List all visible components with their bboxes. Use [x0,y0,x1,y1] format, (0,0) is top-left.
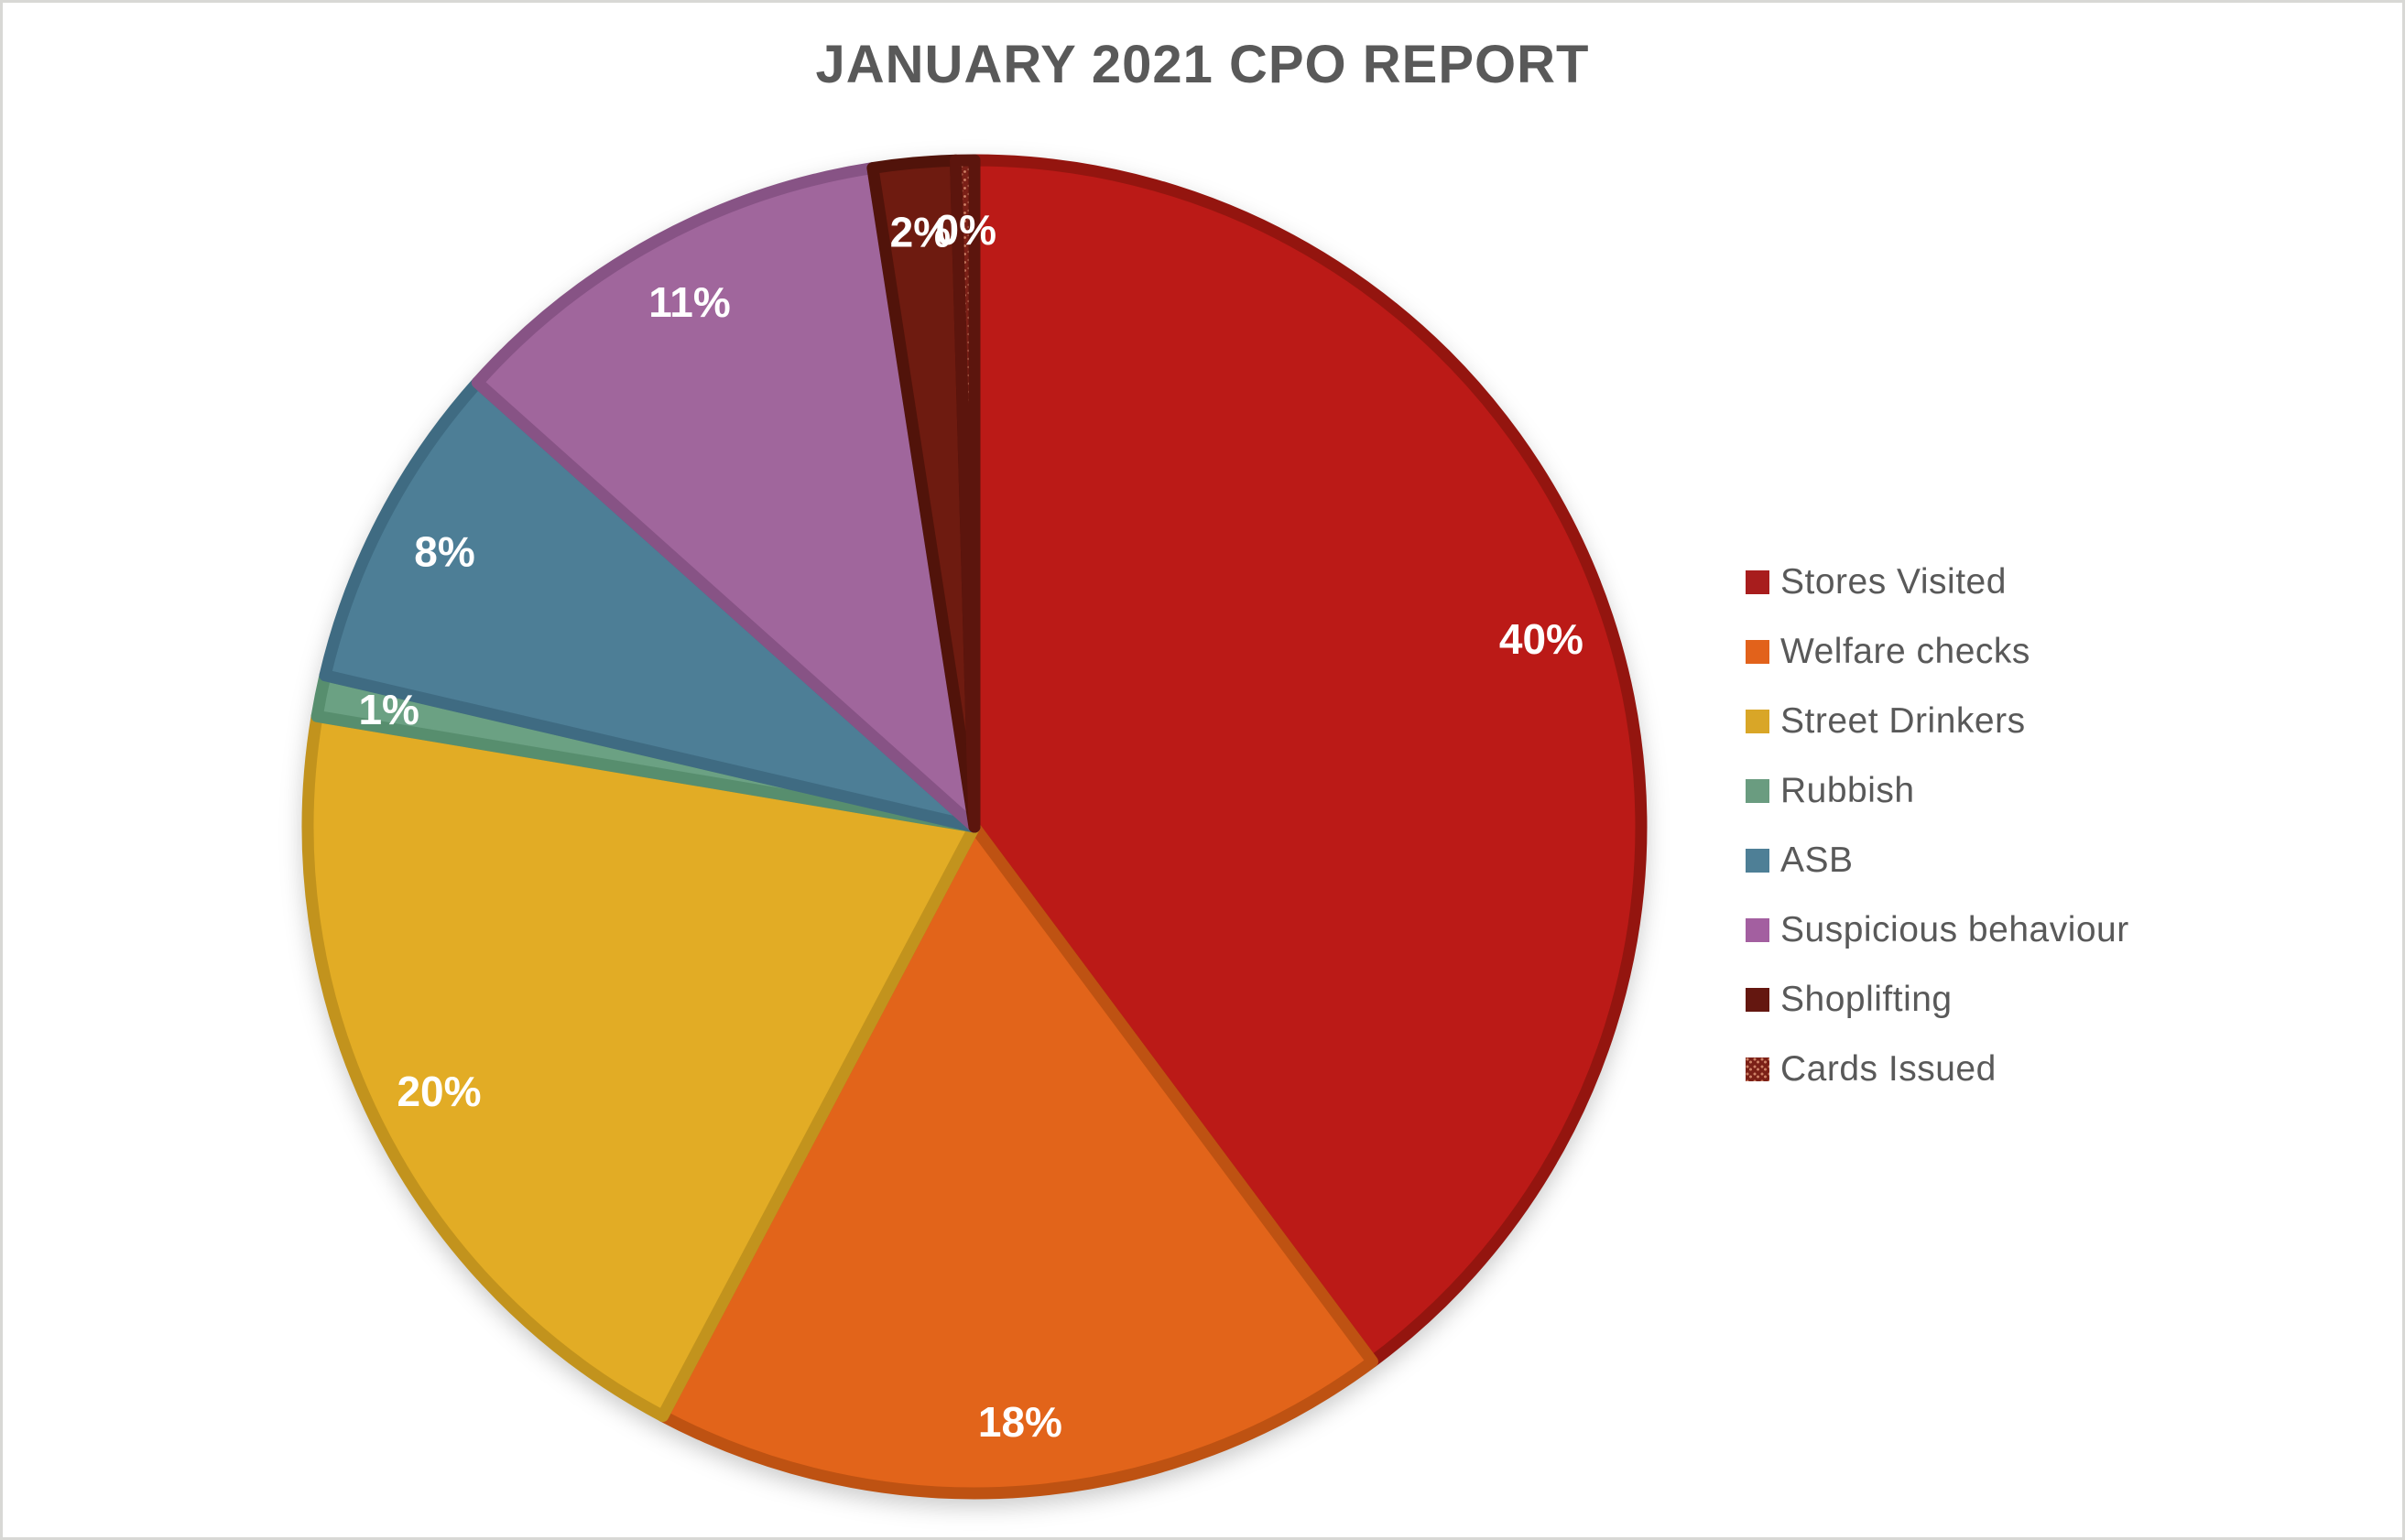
slice-label-shoplifting: 2% [890,209,951,256]
legend-item-suspicious-behaviour: Suspicious behaviour [1746,895,2129,965]
slice-label-asb: 8% [414,527,474,575]
legend-label-welfare-checks: Welfare checks [1780,632,2030,671]
legend-swatch-street-drinkers [1746,710,1769,733]
legend-item-welfare-checks: Welfare checks [1746,617,2129,687]
legend-label-asb: ASB [1780,840,1854,880]
pie-slice-asb [319,376,981,833]
legend-item-street-drinkers: Street Drinkers [1746,687,2129,756]
legend-label-street-drinkers: Street Drinkers [1780,701,2026,741]
slice-label-stores-visited: 40% [1499,615,1583,663]
legend-swatch-suspicious-behaviour [1746,918,1769,942]
pie-slices-group [301,154,1648,1500]
legend-label-cards-issued: Cards Issued [1780,1049,1997,1089]
legend-item-rubbish: Rubbish [1746,756,2129,826]
slice-label-welfare-checks: 18% [978,1398,1062,1446]
legend-item-stores-visited: Stores Visited [1746,548,2129,617]
legend-swatch-shoplifting [1746,988,1769,1012]
pie-chart: 40% 18% 20% 1% 8% 11% 2%0% [301,154,1648,1500]
legend-swatch-rubbish [1746,779,1769,803]
legend-label-suspicious-behaviour: Suspicious behaviour [1780,910,2129,949]
legend-label-rubbish: Rubbish [1780,771,1915,810]
pie-slice-cards-issued [950,154,981,833]
legend-label-stores-visited: Stores Visited [1780,562,2007,602]
slice-label-street-drinkers: 20% [397,1068,481,1115]
pie-slice-suspicious-behaviour [471,162,981,833]
pie-slice-stores-visited [968,154,1648,1368]
pie-slice-street-drinkers [301,710,981,1423]
legend-item-asb: ASB [1746,826,2129,895]
legend-item-shoplifting: Shoplifting [1746,965,2129,1035]
legend: Stores Visited Welfare checks Street Drink… [1746,548,2129,1104]
pie-slice-welfare-checks [657,820,1378,1500]
legend-swatch-stores-visited [1746,570,1769,594]
legend-swatch-asb [1746,849,1769,873]
slice-label-suspicious-behaviour: 11% [648,278,731,326]
pie-labels-group: 40% 18% 20% 1% 8% 11% 2%0% [358,206,1583,1446]
slice-label-rubbish: 1% [358,686,419,733]
legend-swatch-welfare-checks [1746,640,1769,664]
legend-swatch-cards-issued [1746,1057,1769,1081]
legend-item-cards-issued: Cards Issued [1746,1035,2129,1104]
slice-label-cards-issued: 0% [936,206,996,254]
chart-title: JANUARY 2021 CPO REPORT [815,35,1590,94]
legend-label-shoplifting: Shoplifting [1780,980,1953,1019]
